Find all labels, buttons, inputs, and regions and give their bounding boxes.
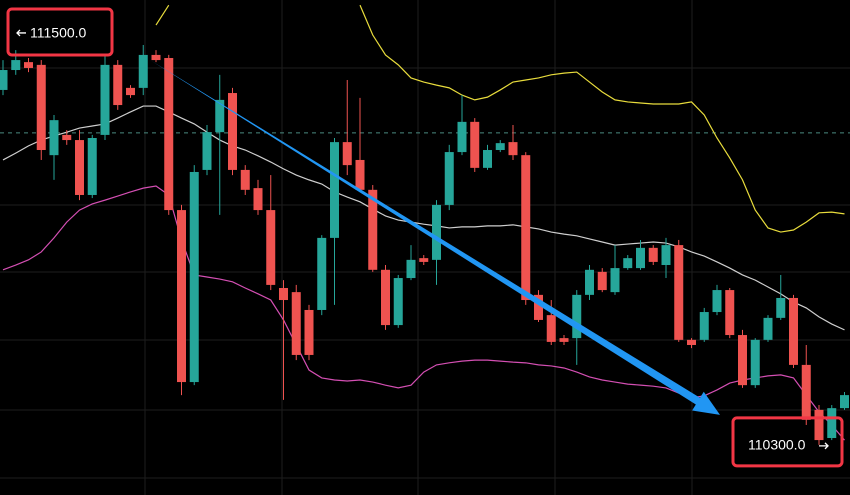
candle-body (636, 247, 645, 269)
candle-body (814, 409, 824, 441)
candle-body (661, 245, 671, 266)
candle-body (495, 143, 505, 151)
candle-body (572, 294, 582, 339)
label-box (731, 416, 844, 468)
candle-body (62, 134, 72, 141)
candle-body (138, 54, 148, 88)
candle-body (253, 188, 263, 211)
candle-body (827, 408, 837, 439)
candle-body (444, 152, 454, 205)
candle-body (87, 137, 97, 195)
overlay: 111500.0 110300.0 (6, 7, 844, 468)
candle-body (266, 210, 276, 285)
candle-body (419, 258, 429, 262)
candle-body (687, 339, 696, 345)
candle-body (381, 269, 390, 326)
candle-body (521, 155, 531, 301)
candle-body (177, 210, 186, 383)
candle-body (534, 294, 543, 320)
candle-body (712, 290, 722, 313)
candle-body (304, 309, 314, 355)
candle-body (763, 317, 773, 340)
candle-body (368, 189, 378, 270)
candle-body (393, 278, 403, 326)
candle-body (738, 335, 747, 386)
candle-body (776, 297, 786, 318)
candle-body (11, 60, 21, 71)
candle-body (355, 159, 365, 190)
candle-body (151, 54, 161, 61)
candle-body (113, 64, 123, 106)
candle-body (100, 64, 110, 135)
candle-body (279, 288, 288, 301)
candle-body (750, 339, 760, 386)
candle-body (240, 169, 250, 190)
right-arrow-icon (819, 442, 829, 450)
candle-body (49, 120, 59, 156)
candle-body (559, 338, 569, 342)
candle-body (0, 70, 8, 90)
candle-body (126, 87, 135, 96)
candle-body (406, 259, 416, 279)
candle-body (228, 93, 237, 170)
candle-body (546, 315, 556, 342)
candle-body (699, 312, 709, 340)
candle-body (202, 132, 212, 170)
candle-body (789, 297, 798, 365)
candle-body (189, 171, 199, 383)
candle-body (164, 58, 174, 211)
candle-body (470, 121, 480, 168)
left-arrow-icon (16, 29, 26, 37)
candle-body (725, 290, 735, 336)
candle-body (648, 247, 658, 262)
candle-body (840, 395, 849, 409)
candle-body (75, 140, 84, 195)
candle-body (24, 62, 33, 68)
candle-body (623, 258, 633, 269)
band-line (2, 105, 845, 331)
candle-body (36, 64, 46, 151)
candle-body (674, 245, 684, 340)
candle-body (508, 142, 518, 156)
band-line (359, 4, 845, 233)
price-label: 111500.0 (30, 25, 87, 41)
candle-body (457, 121, 467, 153)
measure-arrow (150, 59, 721, 415)
candle-body (317, 237, 327, 310)
candle-body (610, 268, 620, 293)
arrow-head (692, 391, 721, 415)
label-box (6, 7, 114, 57)
candle-body (342, 142, 352, 166)
arrow-shaft (150, 59, 704, 407)
candle-body (215, 99, 225, 133)
candle-body (585, 269, 594, 295)
candle-body (483, 150, 492, 168)
candle-body (330, 142, 339, 238)
price-label: 110300.0 (748, 437, 806, 453)
candle-body (432, 204, 441, 260)
candle-body (291, 292, 301, 355)
band-line (155, 4, 170, 26)
candle-body (597, 271, 607, 291)
candle-body (801, 364, 811, 420)
plot-area (0, 4, 850, 445)
